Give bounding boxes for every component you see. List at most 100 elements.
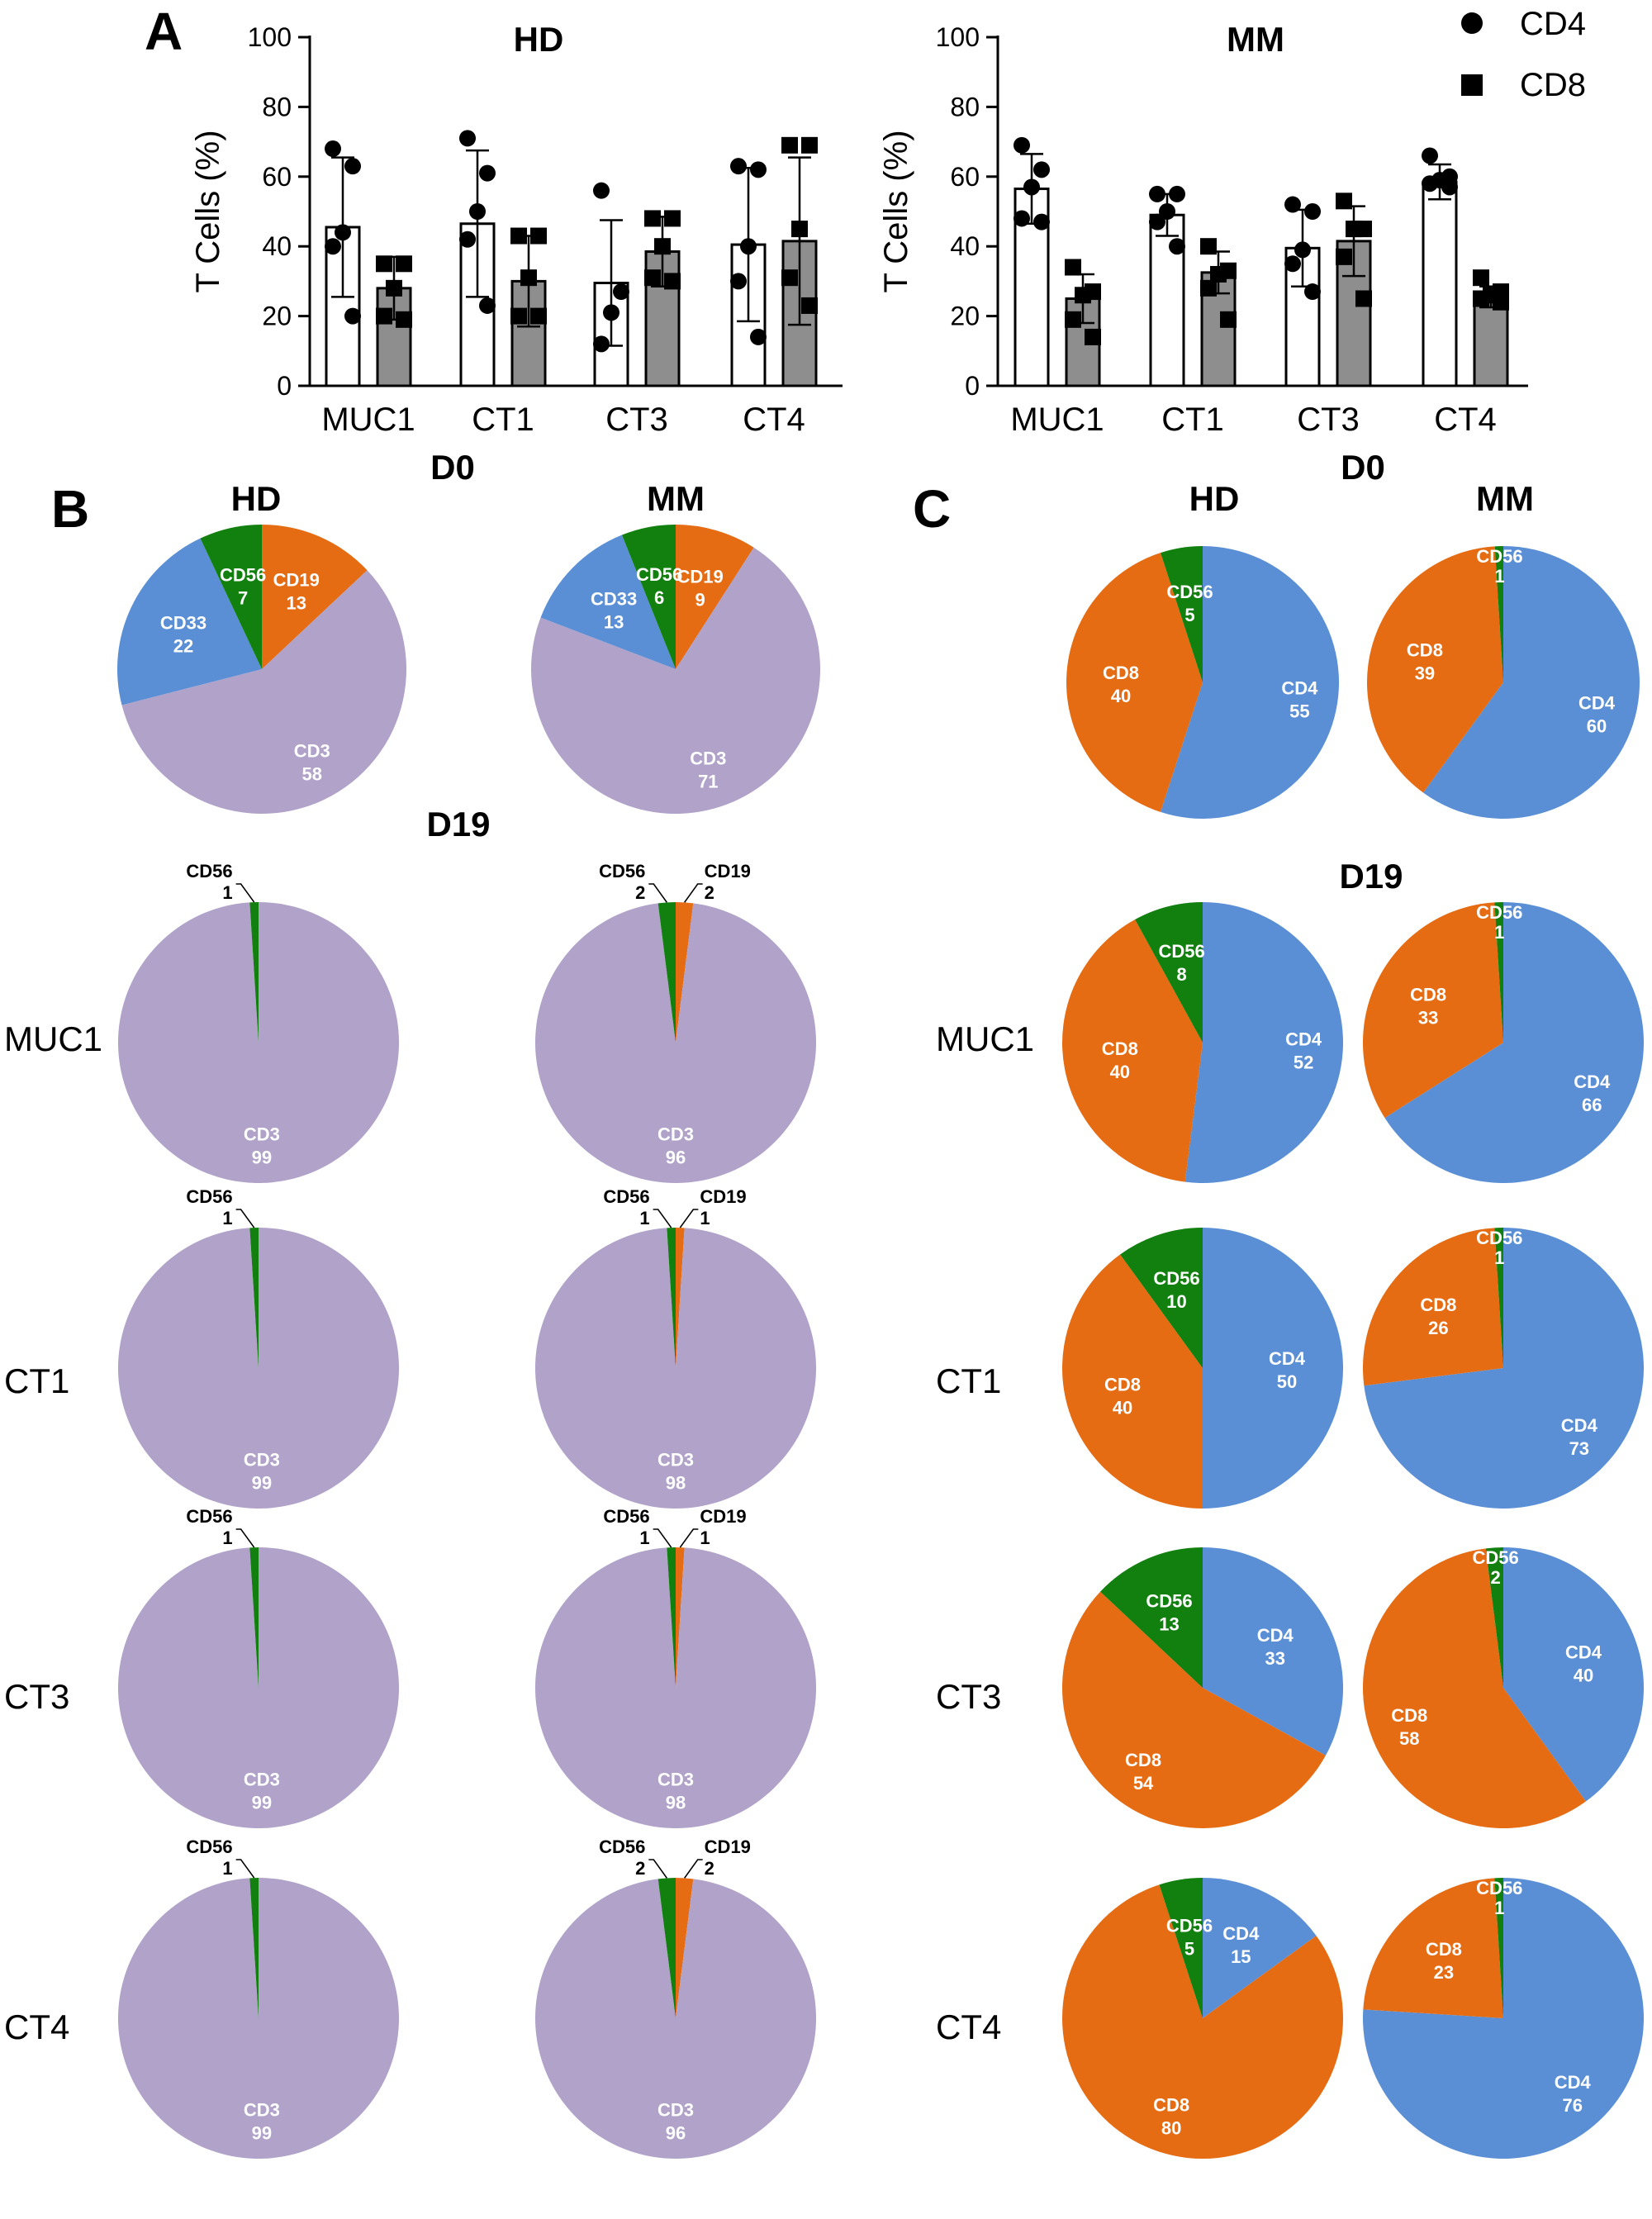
pie-slice-cd19 (262, 525, 368, 669)
data-point-cd8 (791, 221, 808, 238)
pie-label-cd3: CD3 (244, 1769, 280, 1789)
data-point-cd4 (1441, 178, 1458, 196)
pie-value-cd3: 71 (698, 772, 718, 792)
pie-label-cd8: CD8 (1391, 1705, 1427, 1726)
data-point-cd4 (1284, 255, 1301, 273)
data-point-cd8 (781, 269, 798, 287)
pie-value-cd56: 2 (635, 1858, 645, 1879)
pie-label-cd56: CD56 (636, 564, 682, 585)
pie-slice-cd3 (535, 1228, 816, 1509)
y-tick-label: 0 (277, 371, 292, 401)
data-point-cd8 (801, 136, 818, 154)
pie-leader-line (684, 883, 703, 903)
pie-value-cd19: 9 (695, 589, 705, 610)
panel-label-c: C (913, 479, 951, 539)
pie-label-cd3: CD3 (657, 1769, 694, 1789)
pie-value-cd8: 23 (1434, 1962, 1454, 1983)
data-point-cd8 (510, 307, 527, 325)
pie-slice-cd19 (676, 1878, 694, 2018)
data-point-cd8 (1346, 221, 1362, 238)
pie-leader-line (679, 1528, 699, 1548)
pie-label-cd19: CD19 (700, 1186, 746, 1207)
pie-label-cd8: CD8 (1410, 985, 1446, 1005)
bar-chart-hd: HD 0 20 40 60 80 100 T Cells (%) MUC1 CT1 CT3 CT4 (190, 20, 843, 438)
panel-c-d0-label: D0 (1341, 448, 1385, 487)
pie-label-cd56: CD56 (1476, 902, 1522, 923)
pie-slice-cd56 (667, 1547, 676, 1688)
data-point-cd8 (396, 255, 412, 273)
pie-slice-cd56 (249, 902, 259, 1043)
x-tick-label-ct3: CT3 (1297, 402, 1360, 438)
data-point-cd4 (613, 283, 629, 301)
pie-value-cd33: 22 (173, 635, 193, 656)
pie-label-cd56: CD56 (1166, 582, 1213, 602)
pie-value-cd56: 1 (222, 882, 232, 903)
data-point-cd8 (1210, 265, 1227, 283)
data-point-cd4 (1169, 185, 1185, 202)
y-tick-label: 80 (950, 92, 980, 121)
legend: CD4 CD8 (1461, 6, 1586, 103)
pie-value-cd19: 13 (286, 593, 306, 614)
data-point-cd8 (1200, 279, 1217, 297)
data-point-cd8 (530, 307, 547, 325)
pie-slice-cd19 (676, 525, 754, 669)
row-label-c-muc1: MUC1 (936, 1019, 1034, 1058)
pie-slice-cd8 (1363, 1548, 1586, 1829)
pie-slice-cd4 (1184, 902, 1343, 1184)
data-point-cd4 (1304, 283, 1321, 301)
pie-label-cd4: CD4 (1285, 1029, 1322, 1050)
pie-label-cd4: CD4 (1561, 1415, 1598, 1436)
pie-leader-line (235, 1859, 255, 1879)
data-point-cd4 (750, 161, 767, 178)
pie-label-cd56: CD56 (599, 1836, 645, 1857)
pie-slice-cd56 (657, 1878, 676, 2018)
pie-label-cd56: CD56 (603, 1186, 649, 1207)
pie-leader-line (235, 1209, 255, 1228)
panel-c-col-mm: MM (1476, 479, 1534, 518)
data-point-cd8 (1075, 287, 1091, 304)
panel-b-col-hd: HD (231, 479, 282, 518)
pie-label-cd56: CD56 (1153, 1268, 1199, 1289)
row-label-b-muc1: MUC1 (4, 1019, 102, 1058)
data-point-cd8 (1473, 269, 1489, 287)
pie-leader-line (648, 1859, 667, 1879)
x-tick-label-muc1: MUC1 (1010, 402, 1104, 438)
pie-value-cd8: 40 (1111, 686, 1131, 706)
pie-slice-cd56 (1494, 1878, 1503, 2018)
pie-label-cd8: CD8 (1420, 1295, 1456, 1315)
data-point-cd8 (510, 227, 527, 245)
y-tick-label: 20 (262, 302, 292, 331)
data-point-cd8 (1085, 328, 1101, 345)
pie-slice-cd56 (621, 525, 676, 669)
bar-chart-mm: MM 0 20 40 60 80 100 T Cells (%) MUC1 CT1 CT3 CT4 (878, 20, 1528, 438)
pie-value-cd56: 1 (1494, 1898, 1504, 1918)
pie-slice-cd56 (1135, 902, 1203, 1043)
pie-slice-cd3 (535, 903, 817, 1183)
data-point-cd4 (459, 230, 476, 248)
pie-value-cd8: 26 (1428, 1318, 1448, 1338)
pie-slice-cd4 (1384, 902, 1644, 1183)
pie-value-cd3: 98 (666, 1792, 686, 1813)
row-label-b-ct4: CT4 (4, 2008, 69, 2046)
pie-label-cd56: CD56 (599, 861, 645, 881)
pie-charts: CD1913CD358CD3322CD567CD199CD371CD3313CD… (117, 525, 1644, 2160)
pie-value-cd19: 1 (700, 1208, 710, 1228)
pie-label-cd19: CD19 (676, 566, 723, 587)
pie-label-cd56: CD56 (1472, 1547, 1518, 1568)
pie-slice-cd33 (540, 535, 676, 669)
pie-slice-cd4 (1203, 1878, 1317, 2018)
legend-marker-cd4 (1461, 12, 1483, 34)
pie-value-cd56: 1 (1494, 566, 1504, 587)
y-tick-label: 20 (950, 302, 980, 331)
panel-label-a: A (145, 2, 183, 61)
pie-slice-cd3 (117, 1228, 399, 1509)
pie-label-cd4: CD4 (1281, 678, 1318, 699)
x-tick-label-ct4: CT4 (1434, 402, 1497, 438)
pie-value-cd3: 99 (252, 1472, 272, 1493)
pie-slice-cd8 (1061, 919, 1203, 1182)
data-point-cd8 (520, 269, 537, 287)
